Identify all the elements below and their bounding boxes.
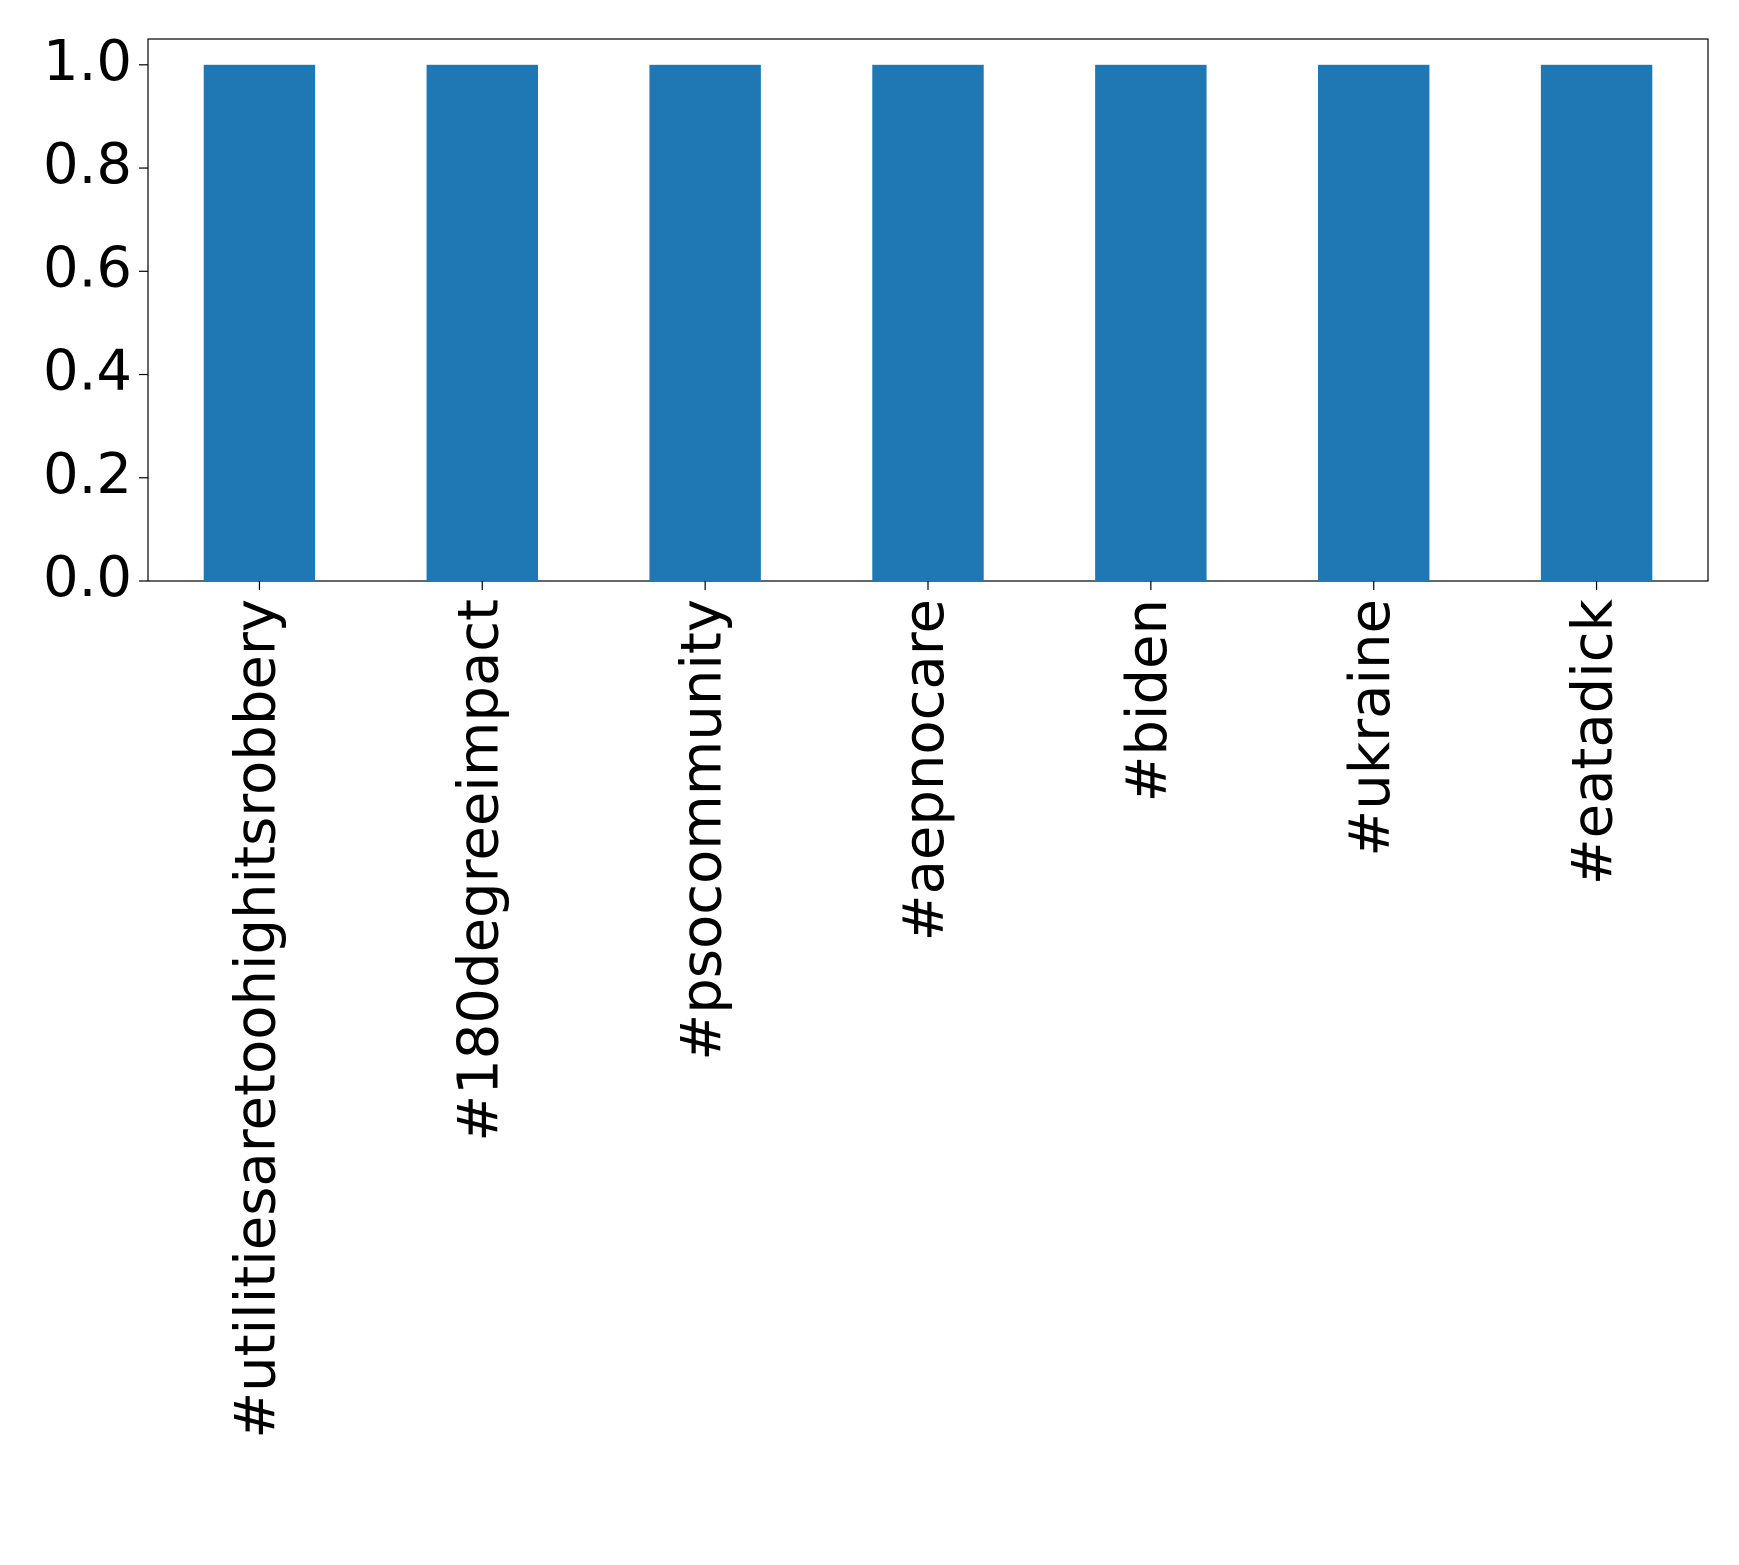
y-tick-label: 0.0 (43, 545, 132, 610)
bar (649, 64, 761, 582)
x-tick-label: #biden (1115, 599, 1180, 803)
bar (1318, 64, 1430, 582)
bar (1540, 64, 1653, 582)
bar (203, 64, 316, 582)
x-tick-label: #eatadick (1561, 598, 1626, 885)
y-tick-label: 0.2 (43, 442, 132, 507)
bar (426, 64, 538, 582)
y-tick-label: 0.4 (43, 339, 132, 404)
bar (1095, 64, 1207, 582)
y-tick-label: 1.0 (43, 29, 132, 94)
x-tick-label: #ukraine (1338, 599, 1403, 857)
y-tick-label: 0.8 (43, 132, 132, 197)
x-tick-label: #180degreeimpact (446, 599, 511, 1142)
x-tick-label: #psocommunity (669, 599, 734, 1061)
y-tick-label: 0.6 (43, 235, 132, 300)
bar (872, 64, 984, 582)
x-tick-label: #aepnocare (892, 599, 957, 941)
x-tick-label: #utilitiesaretoohighitsrobbery (224, 599, 289, 1439)
